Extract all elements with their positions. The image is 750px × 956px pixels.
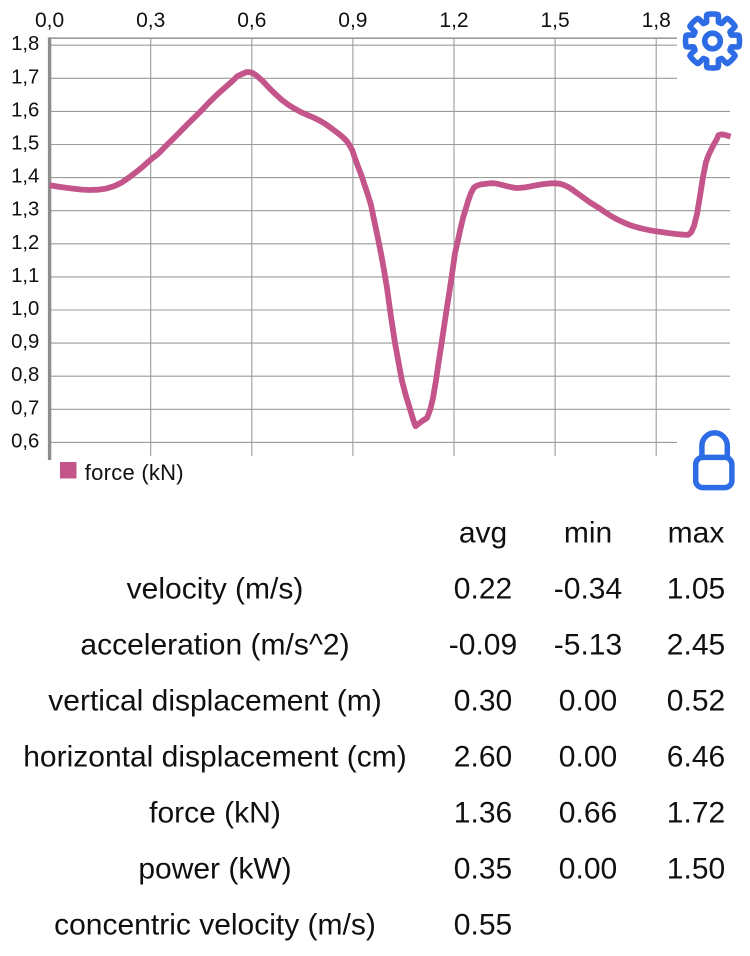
svg-text:power (kW): power (kW) — [138, 852, 291, 885]
svg-text:1.36: 1.36 — [454, 796, 512, 829]
svg-text:horizontal displacement (cm): horizontal displacement (cm) — [23, 740, 406, 773]
svg-text:1,5: 1,5 — [11, 133, 39, 155]
svg-text:min: min — [564, 516, 612, 549]
svg-text:max: max — [668, 516, 725, 549]
svg-text:0.52: 0.52 — [667, 684, 725, 717]
svg-text:1,0: 1,0 — [11, 298, 39, 320]
svg-text:0,9: 0,9 — [11, 331, 39, 353]
svg-text:vertical displacement (m): vertical displacement (m) — [48, 684, 381, 717]
svg-text:0,0: 0,0 — [35, 9, 64, 32]
svg-text:0,3: 0,3 — [136, 9, 165, 32]
svg-text:1,4: 1,4 — [11, 166, 39, 188]
svg-text:0.00: 0.00 — [559, 684, 617, 717]
svg-text:0,6: 0,6 — [11, 430, 39, 452]
svg-text:0,8: 0,8 — [11, 364, 39, 386]
svg-text:2.45: 2.45 — [667, 628, 725, 661]
svg-text:1,1: 1,1 — [11, 265, 39, 287]
svg-text:0,7: 0,7 — [11, 397, 39, 419]
svg-text:0,6: 0,6 — [237, 9, 266, 32]
svg-text:-0.09: -0.09 — [449, 628, 517, 661]
svg-text:concentric velocity (m/s): concentric velocity (m/s) — [54, 908, 376, 941]
svg-text:0.00: 0.00 — [559, 852, 617, 885]
svg-text:1,2: 1,2 — [11, 232, 39, 254]
svg-text:1,8: 1,8 — [11, 33, 39, 55]
svg-text:force (kN): force (kN) — [85, 460, 184, 485]
svg-text:-5.13: -5.13 — [554, 628, 622, 661]
svg-text:1.72: 1.72 — [667, 796, 725, 829]
svg-text:1.50: 1.50 — [667, 852, 725, 885]
svg-text:0.55: 0.55 — [454, 908, 512, 941]
svg-text:avg: avg — [459, 516, 507, 549]
svg-text:1,5: 1,5 — [540, 9, 569, 32]
svg-text:1,3: 1,3 — [11, 199, 39, 221]
svg-text:2.60: 2.60 — [454, 740, 512, 773]
svg-text:1,6: 1,6 — [11, 99, 39, 121]
svg-text:0.30: 0.30 — [454, 684, 512, 717]
svg-text:1,2: 1,2 — [439, 9, 468, 32]
svg-text:0.35: 0.35 — [454, 852, 512, 885]
svg-text:0.00: 0.00 — [559, 740, 617, 773]
svg-text:velocity (m/s): velocity (m/s) — [127, 572, 304, 605]
svg-text:acceleration (m/s^2): acceleration (m/s^2) — [80, 628, 349, 661]
svg-text:-0.34: -0.34 — [554, 572, 622, 605]
svg-text:6.46: 6.46 — [667, 740, 725, 773]
svg-text:1,8: 1,8 — [642, 9, 671, 32]
svg-text:0,9: 0,9 — [338, 9, 367, 32]
svg-text:0.22: 0.22 — [454, 572, 512, 605]
svg-text:0.66: 0.66 — [559, 796, 617, 829]
svg-text:1.05: 1.05 — [667, 572, 725, 605]
svg-text:1,7: 1,7 — [11, 66, 39, 88]
svg-text:force (kN): force (kN) — [149, 796, 281, 829]
